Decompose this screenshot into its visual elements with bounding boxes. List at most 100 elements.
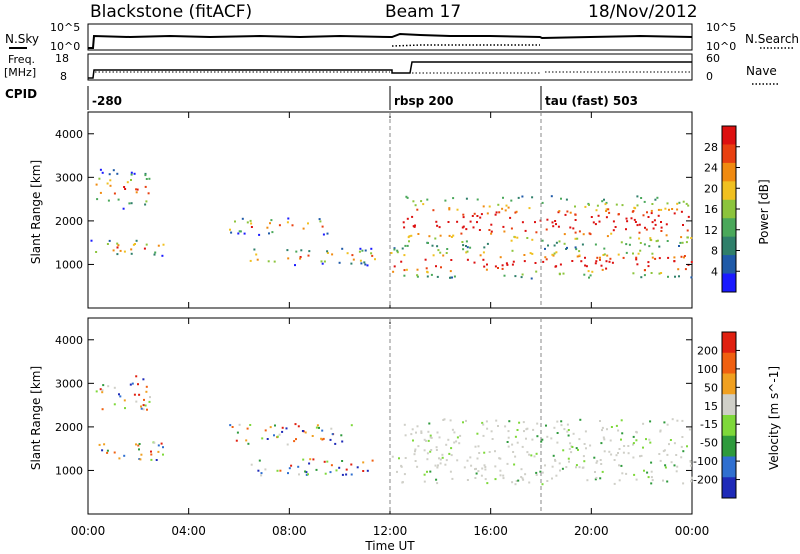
scatter-point — [535, 474, 538, 476]
scatter-point — [552, 454, 555, 457]
scatter-point — [628, 243, 631, 246]
scatter-point — [521, 273, 524, 276]
scatter-point — [530, 454, 533, 457]
scatter-point — [552, 254, 555, 257]
scatter-point — [509, 216, 512, 219]
beam-title: Beam 17 — [385, 2, 461, 22]
scatter-point — [615, 424, 618, 427]
scatter-point — [300, 249, 303, 252]
colorbar-segment — [722, 352, 736, 374]
scatter-point — [312, 458, 315, 461]
scatter-point — [580, 260, 583, 263]
scatter-point — [678, 245, 680, 247]
scatter-point — [668, 443, 670, 446]
colorbar-tick-label: 24 — [704, 162, 718, 175]
scatter-point — [522, 421, 525, 424]
scatter-point — [499, 256, 502, 259]
scatter-point — [486, 427, 489, 430]
scatter-point — [138, 393, 141, 396]
velocity-cbar-label: Velocity [m s^-1] — [767, 366, 781, 470]
scatter-point — [267, 260, 270, 263]
scatter-point — [656, 196, 659, 199]
scatter-point — [584, 205, 587, 208]
scatter-point — [490, 430, 493, 433]
scatter-point — [466, 246, 469, 249]
scatter-point — [230, 231, 233, 234]
scatter-point — [546, 435, 549, 438]
scatter-point — [495, 419, 498, 422]
scatter-point — [532, 428, 535, 431]
scatter-point — [341, 460, 344, 462]
scatter-point — [541, 483, 544, 486]
scatter-point — [326, 250, 329, 253]
scatter-point — [639, 249, 642, 252]
scatter-point — [401, 481, 404, 484]
scatter-point — [671, 208, 674, 210]
scatter-point — [128, 202, 131, 205]
scatter-point — [268, 232, 270, 235]
scatter-point — [625, 251, 628, 254]
scatter-point — [234, 220, 236, 223]
scatter-point — [576, 237, 579, 240]
scatter-point — [595, 209, 598, 212]
scatter-point — [135, 191, 138, 194]
scatter-point — [326, 232, 329, 235]
scatter-point — [678, 275, 680, 278]
scatter-point — [400, 260, 403, 263]
scatter-point — [401, 247, 404, 250]
scatter-point — [577, 448, 579, 451]
scatter-point — [499, 457, 502, 460]
scatter-point — [106, 182, 109, 185]
scatter-point — [621, 432, 624, 435]
scatter-point — [476, 198, 479, 201]
scatter-point — [130, 173, 133, 176]
scatter-point — [405, 268, 408, 271]
scatter-point — [490, 230, 493, 233]
scatter-point — [364, 263, 367, 266]
scatter-point — [285, 427, 288, 430]
scatter-point — [462, 225, 465, 228]
scatter-point — [652, 227, 655, 230]
scatter-point — [565, 248, 568, 250]
scatter-point — [396, 249, 399, 252]
scatter-point — [106, 449, 109, 452]
scatter-point — [555, 241, 558, 244]
scatter-point — [551, 221, 554, 224]
scatter-point — [278, 224, 281, 227]
scatter-point — [360, 262, 363, 265]
cpid-segments: -280 rbsp 200 tau (fast) 503 — [87, 86, 638, 110]
scatter-point — [106, 451, 109, 454]
scatter-point — [449, 470, 452, 473]
scatter-point — [666, 240, 669, 242]
scatter-point — [551, 477, 553, 480]
freq-trace — [88, 61, 692, 79]
scatter-point — [281, 430, 284, 433]
scatter-point — [660, 272, 663, 274]
scatter-point — [600, 442, 603, 445]
scatter-point — [350, 473, 353, 476]
scatter-point — [608, 211, 611, 214]
scatter-point — [560, 424, 563, 427]
scatter-point — [632, 443, 634, 446]
y-tick-label: 3000 — [55, 377, 83, 390]
scatter-point — [99, 388, 102, 391]
scatter-point — [406, 244, 409, 247]
scatter-point — [520, 476, 523, 478]
scatter-point — [486, 263, 488, 266]
scatter-point — [502, 477, 505, 480]
scatter-point — [411, 428, 414, 431]
scatter-point — [535, 231, 538, 234]
scatter-point — [481, 421, 484, 424]
scatter-point — [436, 224, 439, 227]
scatter-point — [287, 217, 290, 220]
scatter-point — [605, 208, 608, 211]
scatter-point — [643, 274, 646, 277]
scatter-point — [304, 431, 307, 434]
scatter-point — [434, 237, 437, 240]
scatter-point — [299, 256, 302, 258]
scatter-point — [569, 226, 572, 229]
scatter-point — [545, 228, 548, 231]
scatter-point — [449, 419, 452, 422]
scatter-point — [594, 262, 597, 265]
scatter-point — [675, 470, 678, 473]
